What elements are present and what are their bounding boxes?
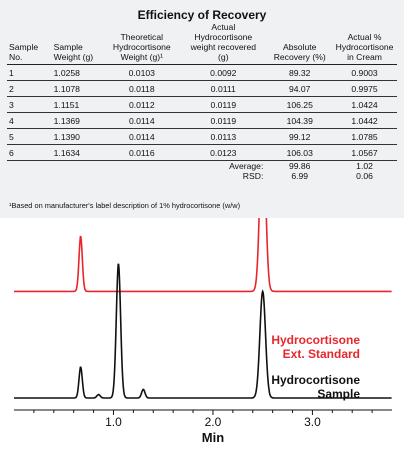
table-footnote: ¹Based on manufacturer's label descripti…	[9, 201, 241, 210]
cell-sample-weight: 1.1151	[43, 96, 105, 113]
cell-sample-no: 2	[7, 80, 44, 97]
rsd-recovery: 6.99	[291, 171, 309, 181]
series-label: Ext. Standard	[283, 347, 360, 361]
table-header-row: Sample No. Sample Weight (g) Theoretical Hy…	[7, 22, 397, 65]
header-absolute-recovery: Absolute Recovery (%)	[267, 22, 333, 65]
header-sample-weight: Sample Weight (g)	[43, 22, 105, 65]
cell-actual-weight: 0.0119	[179, 112, 268, 129]
x-tick-label: 3.0	[304, 415, 321, 429]
cell-absolute-recovery: 106.03	[267, 144, 333, 161]
table-row: 3 1.1151 0.0112 0.0119 106.25 1.0424	[7, 96, 397, 113]
cell-actual-percent: 1.0424	[332, 96, 397, 113]
cell-sample-weight: 1.1369	[43, 112, 105, 129]
header-actual-weight: Actual Hydrocortisone weight recovered (g)	[179, 22, 268, 65]
cell-actual-percent: 1.0785	[332, 128, 397, 145]
cell-sample-weight: 1.1634	[43, 144, 105, 161]
cell-sample-weight: 1.1078	[43, 80, 105, 97]
table-row: 6 1.1634 0.0116 0.0123 106.03 1.0567	[7, 144, 397, 161]
table-title: Efficiency of Recovery	[137, 8, 267, 22]
cell-actual-weight: 0.0111	[179, 80, 268, 97]
x-axis-label: Min	[202, 430, 224, 445]
average-recovery: 99.86	[288, 161, 311, 171]
cell-actual-percent: 0.9003	[332, 64, 397, 81]
cell-sample-weight: 1.0258	[43, 64, 105, 81]
cell-actual-weight: 0.0123	[179, 144, 268, 161]
series-label: Hydrocortisone	[271, 333, 360, 347]
cell-sample-no: 4	[7, 112, 44, 129]
cell-sample-no: 6	[7, 144, 44, 161]
x-tick-label: 1.0	[105, 415, 122, 429]
cell-actual-weight: 0.0092	[179, 64, 268, 81]
series-label: Sample	[317, 387, 360, 401]
cell-sample-no: 1	[7, 64, 44, 81]
cell-actual-percent: 1.0567	[332, 144, 397, 161]
rsd-label: RSD:	[242, 171, 264, 181]
cell-absolute-recovery: 106.25	[267, 96, 333, 113]
x-tick-label: 2.0	[205, 415, 222, 429]
trace-standard	[14, 218, 392, 293]
table-row: 4 1.1369 0.0114 0.0119 104.39 1.0442	[7, 112, 397, 129]
cell-sample-no: 3	[7, 96, 44, 113]
recovery-table: Sample No. Sample Weight (g) Theoretical Hy…	[7, 22, 397, 181]
cell-theoretical-weight: 0.0114	[104, 128, 180, 145]
cell-absolute-recovery: 89.32	[267, 64, 333, 81]
header-actual-percent: Actual % Hydrocortisone in Cream	[332, 22, 397, 65]
cell-theoretical-weight: 0.0114	[104, 112, 180, 129]
rsd-actual-percent: 0.06	[356, 171, 373, 181]
trace-sample	[14, 263, 392, 399]
cell-theoretical-weight: 0.0103	[104, 64, 180, 81]
table-row: 5 1.1390 0.0114 0.0113 99.12 1.0785	[7, 128, 397, 145]
table-row: 1 1.0258 0.0103 0.0092 89.32 0.9003	[7, 64, 397, 81]
table-row: 2 1.1078 0.0118 0.0111 94.07 0.9975	[7, 80, 397, 97]
cell-sample-weight: 1.1390	[43, 128, 105, 145]
cell-sample-no: 5	[7, 128, 44, 145]
cell-actual-weight: 0.0119	[179, 96, 268, 113]
average-row: Average: 99.86 1.02	[7, 161, 397, 172]
series-label: Hydrocortisone	[271, 373, 360, 387]
cell-actual-percent: 0.9975	[332, 80, 397, 97]
header-sample-no: Sample No.	[7, 22, 44, 65]
cell-absolute-recovery: 104.39	[267, 112, 333, 129]
average-label: Average:	[229, 161, 264, 171]
cell-theoretical-weight: 0.0112	[104, 96, 180, 113]
cell-theoretical-weight: 0.0116	[104, 144, 180, 161]
average-actual-percent: 1.02	[356, 161, 373, 171]
header-theoretical-weight: Theoretical Hydrocortisone Weight (g)¹	[104, 22, 180, 65]
cell-actual-weight: 0.0113	[179, 128, 268, 145]
recovery-table-panel: Efficiency of Recovery Sample No. Sample W…	[0, 0, 404, 218]
cell-actual-percent: 1.0442	[332, 112, 397, 129]
cell-theoretical-weight: 0.0118	[104, 80, 180, 97]
cell-absolute-recovery: 99.12	[267, 128, 333, 145]
rsd-row: RSD: 6.99 0.06	[7, 171, 397, 181]
cell-absolute-recovery: 94.07	[267, 80, 333, 97]
